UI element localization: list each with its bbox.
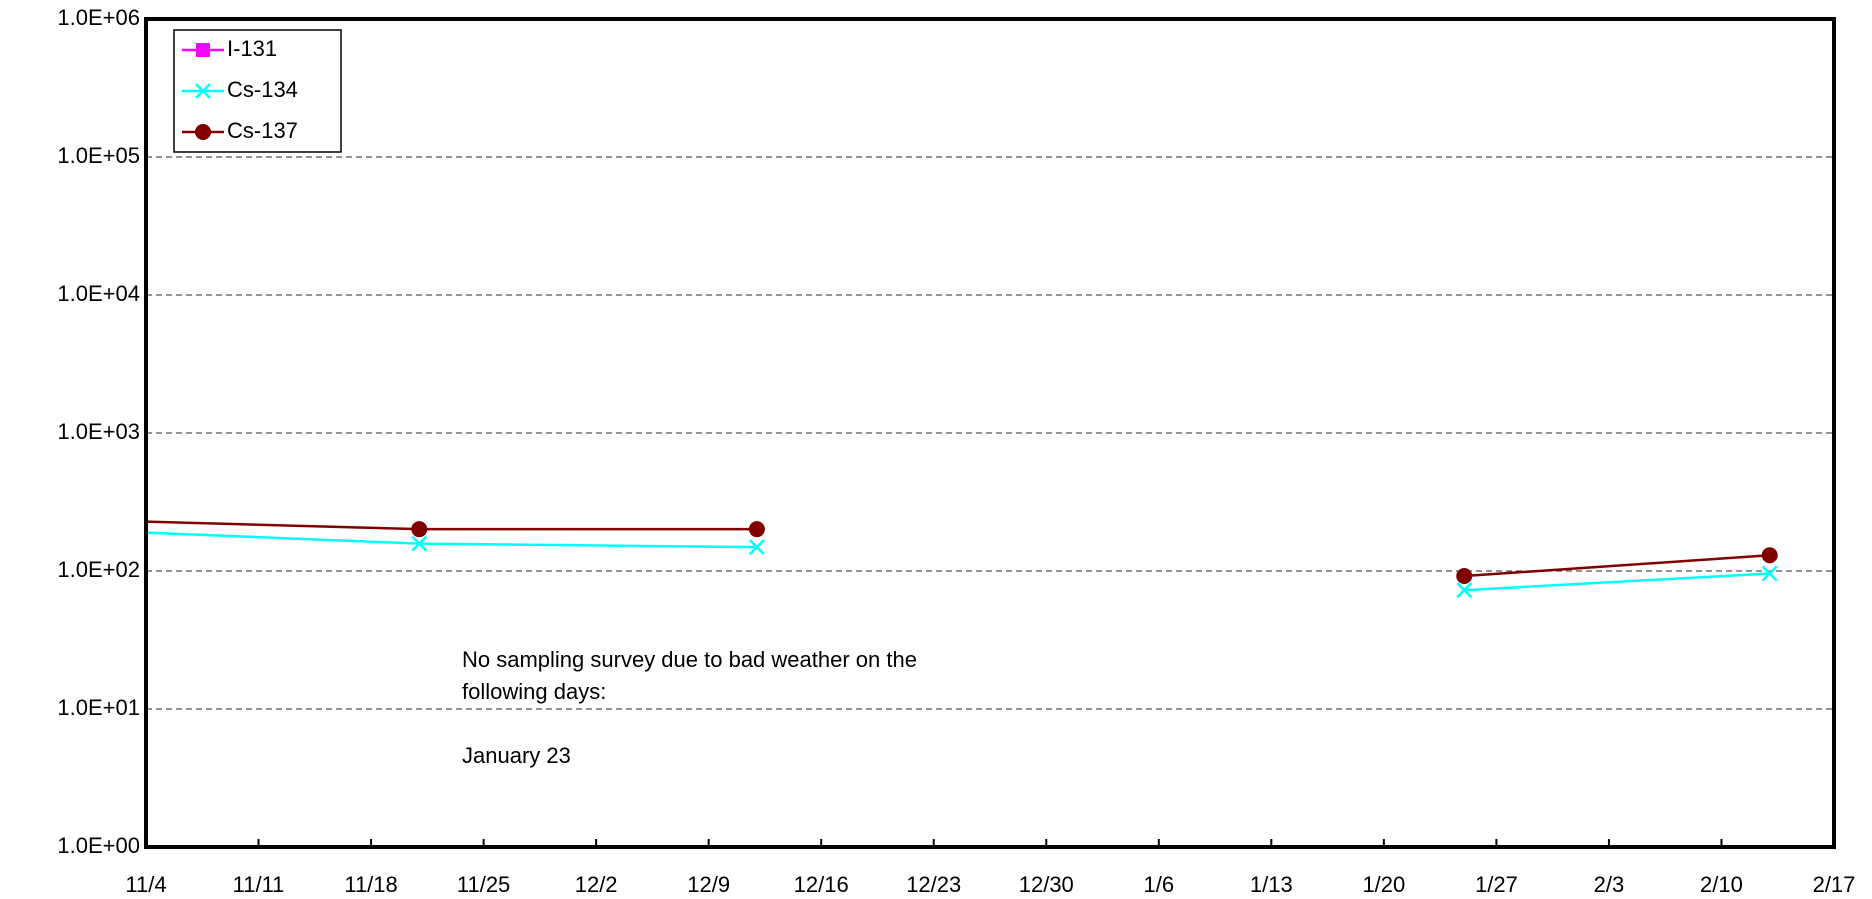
- plot-border: [144, 17, 1836, 849]
- x-tick-label: 12/9: [687, 872, 730, 897]
- marker: [1761, 565, 1778, 582]
- marker: [196, 43, 210, 57]
- y-tick-label: 1.0E+05: [57, 143, 140, 168]
- y-tick-label: 1.0E+01: [57, 695, 140, 720]
- annotation-line: following days:: [462, 679, 606, 704]
- marker: [1761, 547, 1778, 564]
- legend-label: Cs-134: [227, 77, 298, 102]
- x-tick-label: 1/27: [1475, 872, 1518, 897]
- x-tick-label: 12/16: [794, 872, 849, 897]
- x-tick-label: 2/17: [1813, 872, 1856, 897]
- annotation-line: No sampling survey due to bad weather on…: [462, 647, 917, 672]
- marker: [749, 539, 765, 555]
- legend-label: I-131: [227, 36, 277, 61]
- x-tick-label: 1/13: [1250, 872, 1293, 897]
- plot-area: [74, 512, 1778, 599]
- annotation-line: January 23: [462, 743, 571, 768]
- marker: [195, 83, 211, 99]
- marker: [748, 521, 765, 538]
- legend-label: Cs-137: [227, 118, 298, 143]
- x-tick-label: 2/10: [1700, 872, 1743, 897]
- marker: [411, 535, 428, 552]
- grid: 1.0E+00 1.0E+01 1.0E+02 1.0E+03 1.0E+04 1.0E+…: [57, 5, 1855, 897]
- x-tick-label: 11/25: [457, 872, 510, 897]
- marker: [75, 523, 89, 537]
- series-line: [1464, 554, 1770, 578]
- x-tick-label: 1/6: [1144, 872, 1175, 897]
- y-tick-label: 1.0E+06: [57, 5, 140, 30]
- x-tick-label: 12/2: [575, 872, 618, 897]
- y-tick-label: 1.0E+03: [57, 419, 140, 444]
- x-tick-label: 12/23: [906, 872, 961, 897]
- x-tick-label: 2/3: [1594, 872, 1625, 897]
- y-tick-label: 1.0E+04: [57, 281, 140, 306]
- series-line: [1464, 572, 1770, 592]
- marker: [411, 521, 428, 538]
- marker: [195, 124, 211, 140]
- marker: [1456, 582, 1473, 599]
- marker: [74, 512, 90, 528]
- y-tick-label: 1.0E+02: [57, 557, 140, 582]
- x-tick-label: 11/4: [125, 872, 166, 897]
- marker: [1456, 567, 1473, 584]
- annotation: No sampling survey due to bad weather on…: [462, 647, 917, 768]
- x-tick-label: 12/30: [1019, 872, 1074, 897]
- legend: I-131 Cs-134 Cs-137: [173, 29, 342, 153]
- x-tick-label: 11/11: [233, 872, 285, 897]
- y-tick-label: 1.0E+00: [57, 833, 140, 858]
- x-tick-label: 1/20: [1362, 872, 1405, 897]
- x-tick-label: 11/18: [344, 872, 397, 897]
